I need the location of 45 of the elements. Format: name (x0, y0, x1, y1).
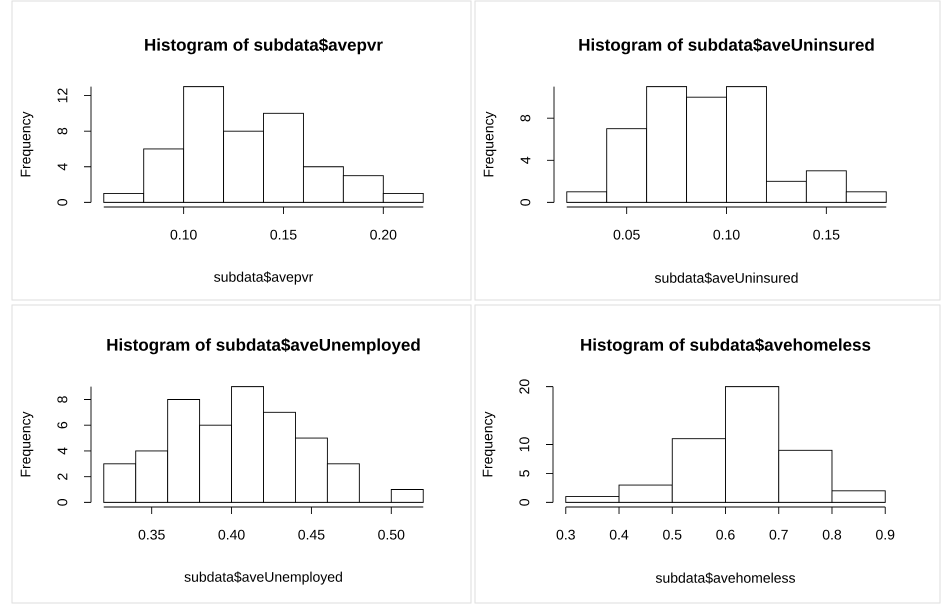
x-tick-label: 0.4 (610, 530, 628, 540)
y-tick-label: 0 (57, 499, 68, 506)
x-tick-label: 0.7 (770, 530, 788, 540)
x-tick-label: 0.5 (663, 530, 682, 540)
y-tick-label: 8 (57, 396, 68, 403)
y-axis-title: Frequency (20, 411, 34, 476)
y-tick-label: 4 (58, 163, 68, 170)
x-tick-label: 0.6 (716, 530, 735, 540)
x-tick-label: 0.50 (378, 530, 404, 540)
y-tick-label: 8 (57, 128, 68, 134)
chart-title: Histogram of subdata$aveUninsured (579, 38, 874, 54)
x-tick-label: 0.10 (713, 230, 740, 240)
chart-title: Histogram of subdata$avepvr (145, 38, 383, 54)
y-tick-label: 5 (520, 470, 530, 477)
y-tick-label: 8 (520, 114, 530, 122)
y-tick-label: 10 (519, 437, 530, 452)
x-tick-label: 0.40 (218, 530, 245, 540)
y-tick-label: 4 (58, 447, 68, 455)
x-axis-title: subdata$avepvr (214, 271, 314, 285)
y-tick-label: 0 (57, 199, 68, 206)
x-tick-label: 0.3 (556, 530, 575, 540)
y-tick-label: 0 (520, 199, 530, 206)
x-tick-label: 0.45 (298, 530, 324, 540)
x-tick-label: 0.10 (170, 230, 197, 240)
y-tick-label: 4 (520, 156, 530, 164)
x-tick-label: 0.8 (822, 530, 842, 540)
x-axis-title: subdata$aveUnemployed (184, 571, 342, 585)
x-axis-title: subdata$aveUninsured (654, 272, 798, 284)
x-axis-title: subdata$avehomeless (656, 572, 796, 584)
x-tick-label: 0.15 (270, 230, 296, 240)
x-tick-label: 0.05 (614, 230, 640, 240)
y-axis-title: Frequency (484, 111, 496, 176)
x-tick-label: 0.20 (370, 230, 396, 240)
y-axis-title: Frequency (20, 111, 34, 176)
x-tick-label: 0.15 (813, 230, 840, 240)
y-tick-label: 0 (519, 499, 530, 506)
chart-title: Histogram of subdata$aveUnemployed (107, 338, 420, 354)
y-tick-label: 20 (519, 379, 530, 394)
x-tick-label: 0.9 (876, 530, 894, 540)
y-axis-title: Frequency (482, 411, 496, 476)
chart-title: Histogram of subdata$avehomeless (581, 338, 870, 354)
x-tick-label: 0.35 (138, 530, 165, 540)
y-tick-label: 2 (58, 473, 68, 480)
y-tick-label: 12 (58, 88, 68, 102)
y-tick-label: 6 (57, 422, 68, 428)
